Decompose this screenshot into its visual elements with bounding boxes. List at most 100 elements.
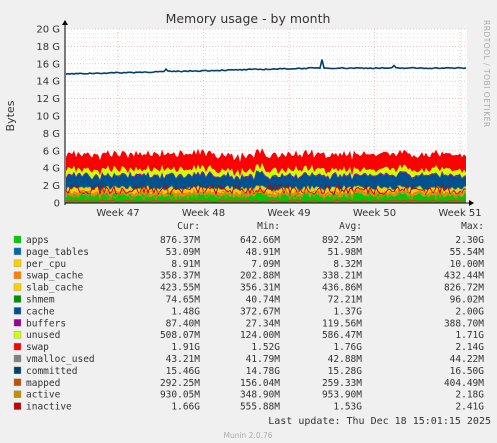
area-page_tables <box>66 192 466 198</box>
legend-value: 555.88M <box>240 402 280 413</box>
legend-value: 292.25M <box>160 378 200 389</box>
legend-value: 259.33M <box>322 378 362 389</box>
legend-value: 27.34M <box>246 318 281 329</box>
legend-swatch <box>13 259 22 267</box>
legend-value: 72.21M <box>328 295 363 306</box>
legend-value: 436.86M <box>322 283 362 294</box>
legend-value: 43.21M <box>166 354 201 365</box>
legend-value: 356.31M <box>240 283 280 294</box>
legend-value: 642.66M <box>240 235 280 246</box>
legend-swatch <box>13 283 22 291</box>
y-tick-label: 14 G <box>36 77 60 88</box>
legend-value: 1.48G <box>171 306 200 317</box>
legend-value: 48.91M <box>246 247 281 258</box>
legend-value: 74.65M <box>166 295 201 306</box>
legend-label: swap <box>26 342 49 353</box>
y-tick-label: 12 G <box>36 94 60 105</box>
legend-label: cache <box>26 306 55 317</box>
y-tick-label: 4 G <box>43 164 60 175</box>
legend-value: 96.02M <box>450 295 485 306</box>
legend-value: 432.44M <box>444 271 484 282</box>
legend-swatch <box>13 378 22 386</box>
legend-value: 338.21M <box>322 271 362 282</box>
legend-value: 202.88M <box>240 271 280 282</box>
legend-value: 8.91M <box>171 259 200 270</box>
legend-label: shmem <box>26 295 55 306</box>
legend-value: 41.79M <box>246 354 281 365</box>
legend-header: Cur: <box>177 221 200 232</box>
legend-label: page_tables <box>26 247 89 258</box>
rrdtool-label: RRDTOOL / TOBI OETIKER <box>482 20 491 128</box>
y-axis-arrow <box>62 20 68 25</box>
legend-value: 404.49M <box>444 378 484 389</box>
legend-value: 508.07M <box>160 330 200 341</box>
legend: Cur: Min: Avg: Max: apps 876.37M 642.66M 892.25… <box>13 221 485 413</box>
y-tick-labels: 0 2 G 4 G 6 G 8 G 10 G 12 G 14 G 16 G 18 G 20 G <box>36 25 60 210</box>
legend-value: 2.00G <box>455 306 484 317</box>
legend-swatch <box>13 366 22 375</box>
legend-label: active <box>26 390 61 401</box>
legend-header: Min: <box>257 221 280 232</box>
legend-value: 826.72M <box>444 283 484 294</box>
legend-label: buffers <box>26 318 66 329</box>
x-tick-label: Week 48 <box>182 208 225 219</box>
legend-value: 1.76G <box>333 342 362 353</box>
legend-label: unused <box>26 330 60 341</box>
legend-value: 372.67M <box>240 306 280 317</box>
legend-label: slab_cache <box>26 283 83 294</box>
y-tick-label: 8 G <box>43 129 60 140</box>
chart-title: Memory usage - by month <box>166 11 331 26</box>
line-committed <box>65 59 467 75</box>
legend-value: 87.40M <box>166 318 201 329</box>
legend-value: 44.22M <box>450 354 485 365</box>
y-tick-label: 16 G <box>36 59 60 70</box>
area-buffers <box>66 170 466 181</box>
y-tick-label: 2 G <box>43 181 60 192</box>
legend-value: 119.56M <box>322 318 362 329</box>
x-tick-label: Week 47 <box>96 208 139 219</box>
legend-label: per_cpu <box>26 259 66 270</box>
legend-value: 423.55M <box>160 283 200 294</box>
legend-value: 1.66G <box>171 402 200 413</box>
y-axis-title: Bytes <box>4 100 17 131</box>
legend-value: 124.00M <box>240 330 280 341</box>
legend-label: committed <box>26 366 77 377</box>
x-tick-label: Week 49 <box>267 208 310 219</box>
legend-value: 1.52G <box>251 342 280 353</box>
legend-value: 8.32M <box>333 259 362 270</box>
y-tick-label: 10 G <box>36 112 60 123</box>
legend-swatch <box>13 235 22 244</box>
legend-value: 14.78G <box>246 366 281 377</box>
munin-version: Munin 2.0.76 <box>223 431 272 440</box>
axes <box>62 20 474 206</box>
legend-label: inactive <box>26 402 72 413</box>
area-shmem <box>66 184 466 192</box>
legend-value: 930.05M <box>160 390 200 401</box>
x-tick-label: Week 51 <box>438 208 481 219</box>
last-update-text: Last update: Thu Dec 18 15:01:15 2025 <box>268 416 491 427</box>
legend-label: vmalloc_used <box>26 354 95 365</box>
y-tick-label: 0 <box>54 199 60 210</box>
legend-swatch <box>13 307 22 315</box>
x-axis-arrow <box>469 200 474 206</box>
legend-value: 15.46G <box>166 366 201 377</box>
legend-value: 15.28G <box>328 366 363 377</box>
legend-swatch <box>13 247 22 256</box>
legend-header: Max: <box>461 221 484 232</box>
legend-value: 358.37M <box>160 271 200 282</box>
stacked-areas <box>65 148 467 204</box>
legend-label: apps <box>26 235 49 246</box>
legend-value: 2.18G <box>455 390 484 401</box>
line-mapped <box>65 199 467 202</box>
legend-swatch <box>13 331 22 339</box>
legend-value: 1.53G <box>333 402 362 413</box>
line-inactive <box>65 183 467 196</box>
y-tick-label: 20 G <box>36 25 60 36</box>
legend-value: 156.04M <box>240 378 280 389</box>
legend-value: 1.91G <box>171 342 200 353</box>
legend-value: 55.54M <box>450 247 485 258</box>
legend-swatch <box>13 390 22 398</box>
legend-value: 586.47M <box>322 330 362 341</box>
legend-header: Avg: <box>339 221 362 232</box>
x-tick-label: Week 50 <box>353 208 396 219</box>
